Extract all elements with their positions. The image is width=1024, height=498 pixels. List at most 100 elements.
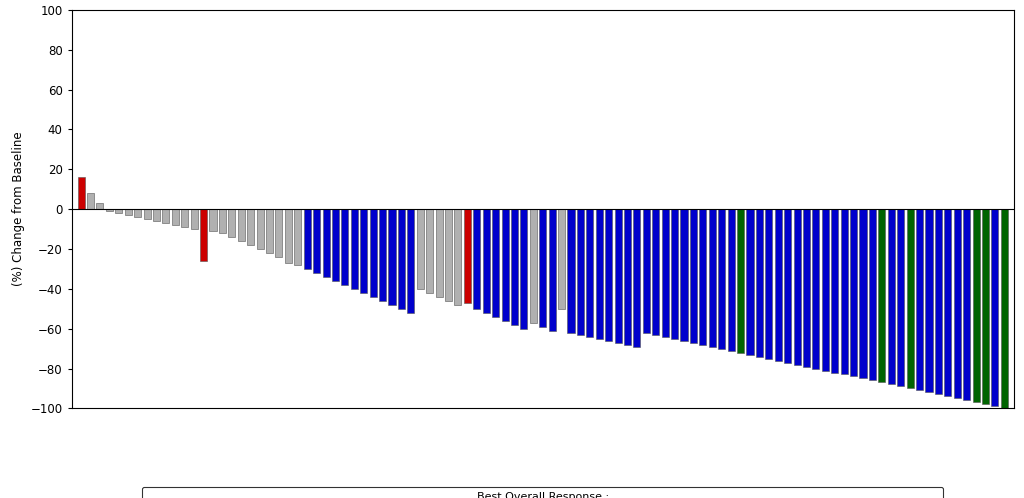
Legend: Progressive Disease, Stable Disease, Single Response Awaiting Confirmation, Conf: Progressive Disease, Stable Disease, Sin… [142,487,943,498]
Bar [746,209,754,355]
Bar [831,209,839,373]
Bar [784,209,792,363]
Bar [662,209,669,337]
Bar [388,209,395,305]
Bar [944,209,951,396]
Bar [916,209,923,390]
Bar [775,209,781,361]
Bar [435,209,442,297]
Bar [859,209,866,378]
Bar [493,209,499,317]
Y-axis label: (%) Change from Baseline: (%) Change from Baseline [12,132,25,286]
Bar [596,209,603,339]
Bar [473,209,480,309]
Bar [699,209,707,345]
Bar [238,209,245,241]
Bar [529,209,537,323]
Bar [78,177,85,209]
Bar [219,209,226,233]
Bar [794,209,801,365]
Bar [888,209,895,384]
Bar [728,209,734,351]
Bar [408,209,415,313]
Bar [511,209,518,325]
Bar [464,209,471,303]
Bar [765,209,772,359]
Bar [643,209,650,333]
Bar [973,209,980,402]
Bar [558,209,565,309]
Bar [143,209,151,219]
Bar [266,209,273,253]
Bar [540,209,546,327]
Bar [116,209,122,213]
Bar [360,209,368,293]
Bar [172,209,179,225]
Bar [935,209,942,394]
Bar [624,209,631,345]
Bar [181,209,188,227]
Bar [417,209,424,289]
Bar [850,209,857,376]
Bar [210,209,216,231]
Bar [257,209,263,249]
Bar [87,193,94,209]
Bar [275,209,283,257]
Bar [200,209,207,261]
Bar [1000,209,1008,408]
Bar [105,209,113,211]
Bar [803,209,810,367]
Bar [332,209,339,281]
Bar [163,209,169,223]
Bar [379,209,386,301]
Bar [153,209,160,221]
Bar [718,209,725,349]
Bar [520,209,527,329]
Bar [228,209,236,237]
Bar [549,209,556,331]
Bar [841,209,848,374]
Bar [652,209,659,335]
Bar [822,209,828,371]
Bar [426,209,433,293]
Bar [906,209,913,388]
Bar [737,209,744,353]
Bar [190,209,198,229]
Bar [991,209,998,406]
Bar [681,209,687,341]
Bar [567,209,574,333]
Bar [455,209,462,305]
Bar [482,209,489,313]
Bar [879,209,886,382]
Bar [285,209,292,263]
Bar [351,209,357,289]
Bar [605,209,612,341]
Bar [964,209,970,400]
Bar [709,209,716,347]
Bar [634,209,640,347]
Bar [671,209,678,339]
Bar [247,209,254,245]
Bar [370,209,377,297]
Bar [587,209,593,337]
Bar [982,209,989,404]
Bar [614,209,622,343]
Bar [125,209,132,215]
Bar [690,209,697,343]
Bar [398,209,404,309]
Bar [577,209,584,335]
Bar [926,209,933,392]
Bar [502,209,509,321]
Bar [323,209,330,277]
Bar [445,209,452,301]
Bar [313,209,321,273]
Bar [96,203,103,209]
Bar [897,209,904,386]
Bar [869,209,876,380]
Bar [294,209,301,265]
Bar [134,209,141,217]
Bar [304,209,310,269]
Bar [812,209,819,369]
Bar [341,209,348,285]
Bar [953,209,961,398]
